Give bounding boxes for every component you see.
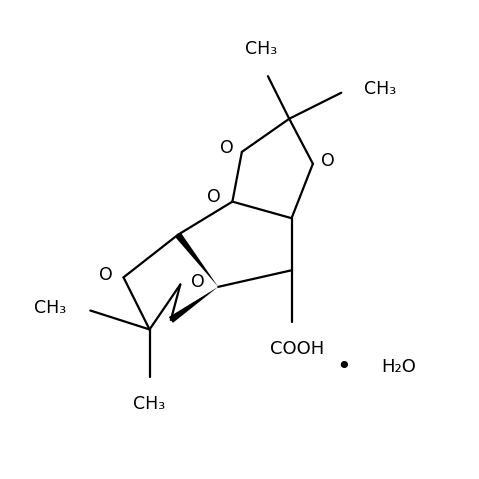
Polygon shape (175, 233, 218, 287)
Polygon shape (169, 287, 218, 323)
Text: CH₃: CH₃ (245, 40, 277, 58)
Text: CH₃: CH₃ (364, 80, 396, 98)
Text: COOH: COOH (270, 341, 324, 358)
Text: CH₃: CH₃ (134, 395, 166, 413)
Text: H₂O: H₂O (382, 358, 416, 376)
Text: O: O (99, 266, 113, 284)
Text: O: O (321, 152, 335, 171)
Text: O: O (207, 188, 220, 206)
Text: •: • (336, 355, 351, 379)
Text: O: O (219, 139, 233, 157)
Text: CH₃: CH₃ (34, 299, 67, 317)
Text: O: O (191, 273, 205, 291)
